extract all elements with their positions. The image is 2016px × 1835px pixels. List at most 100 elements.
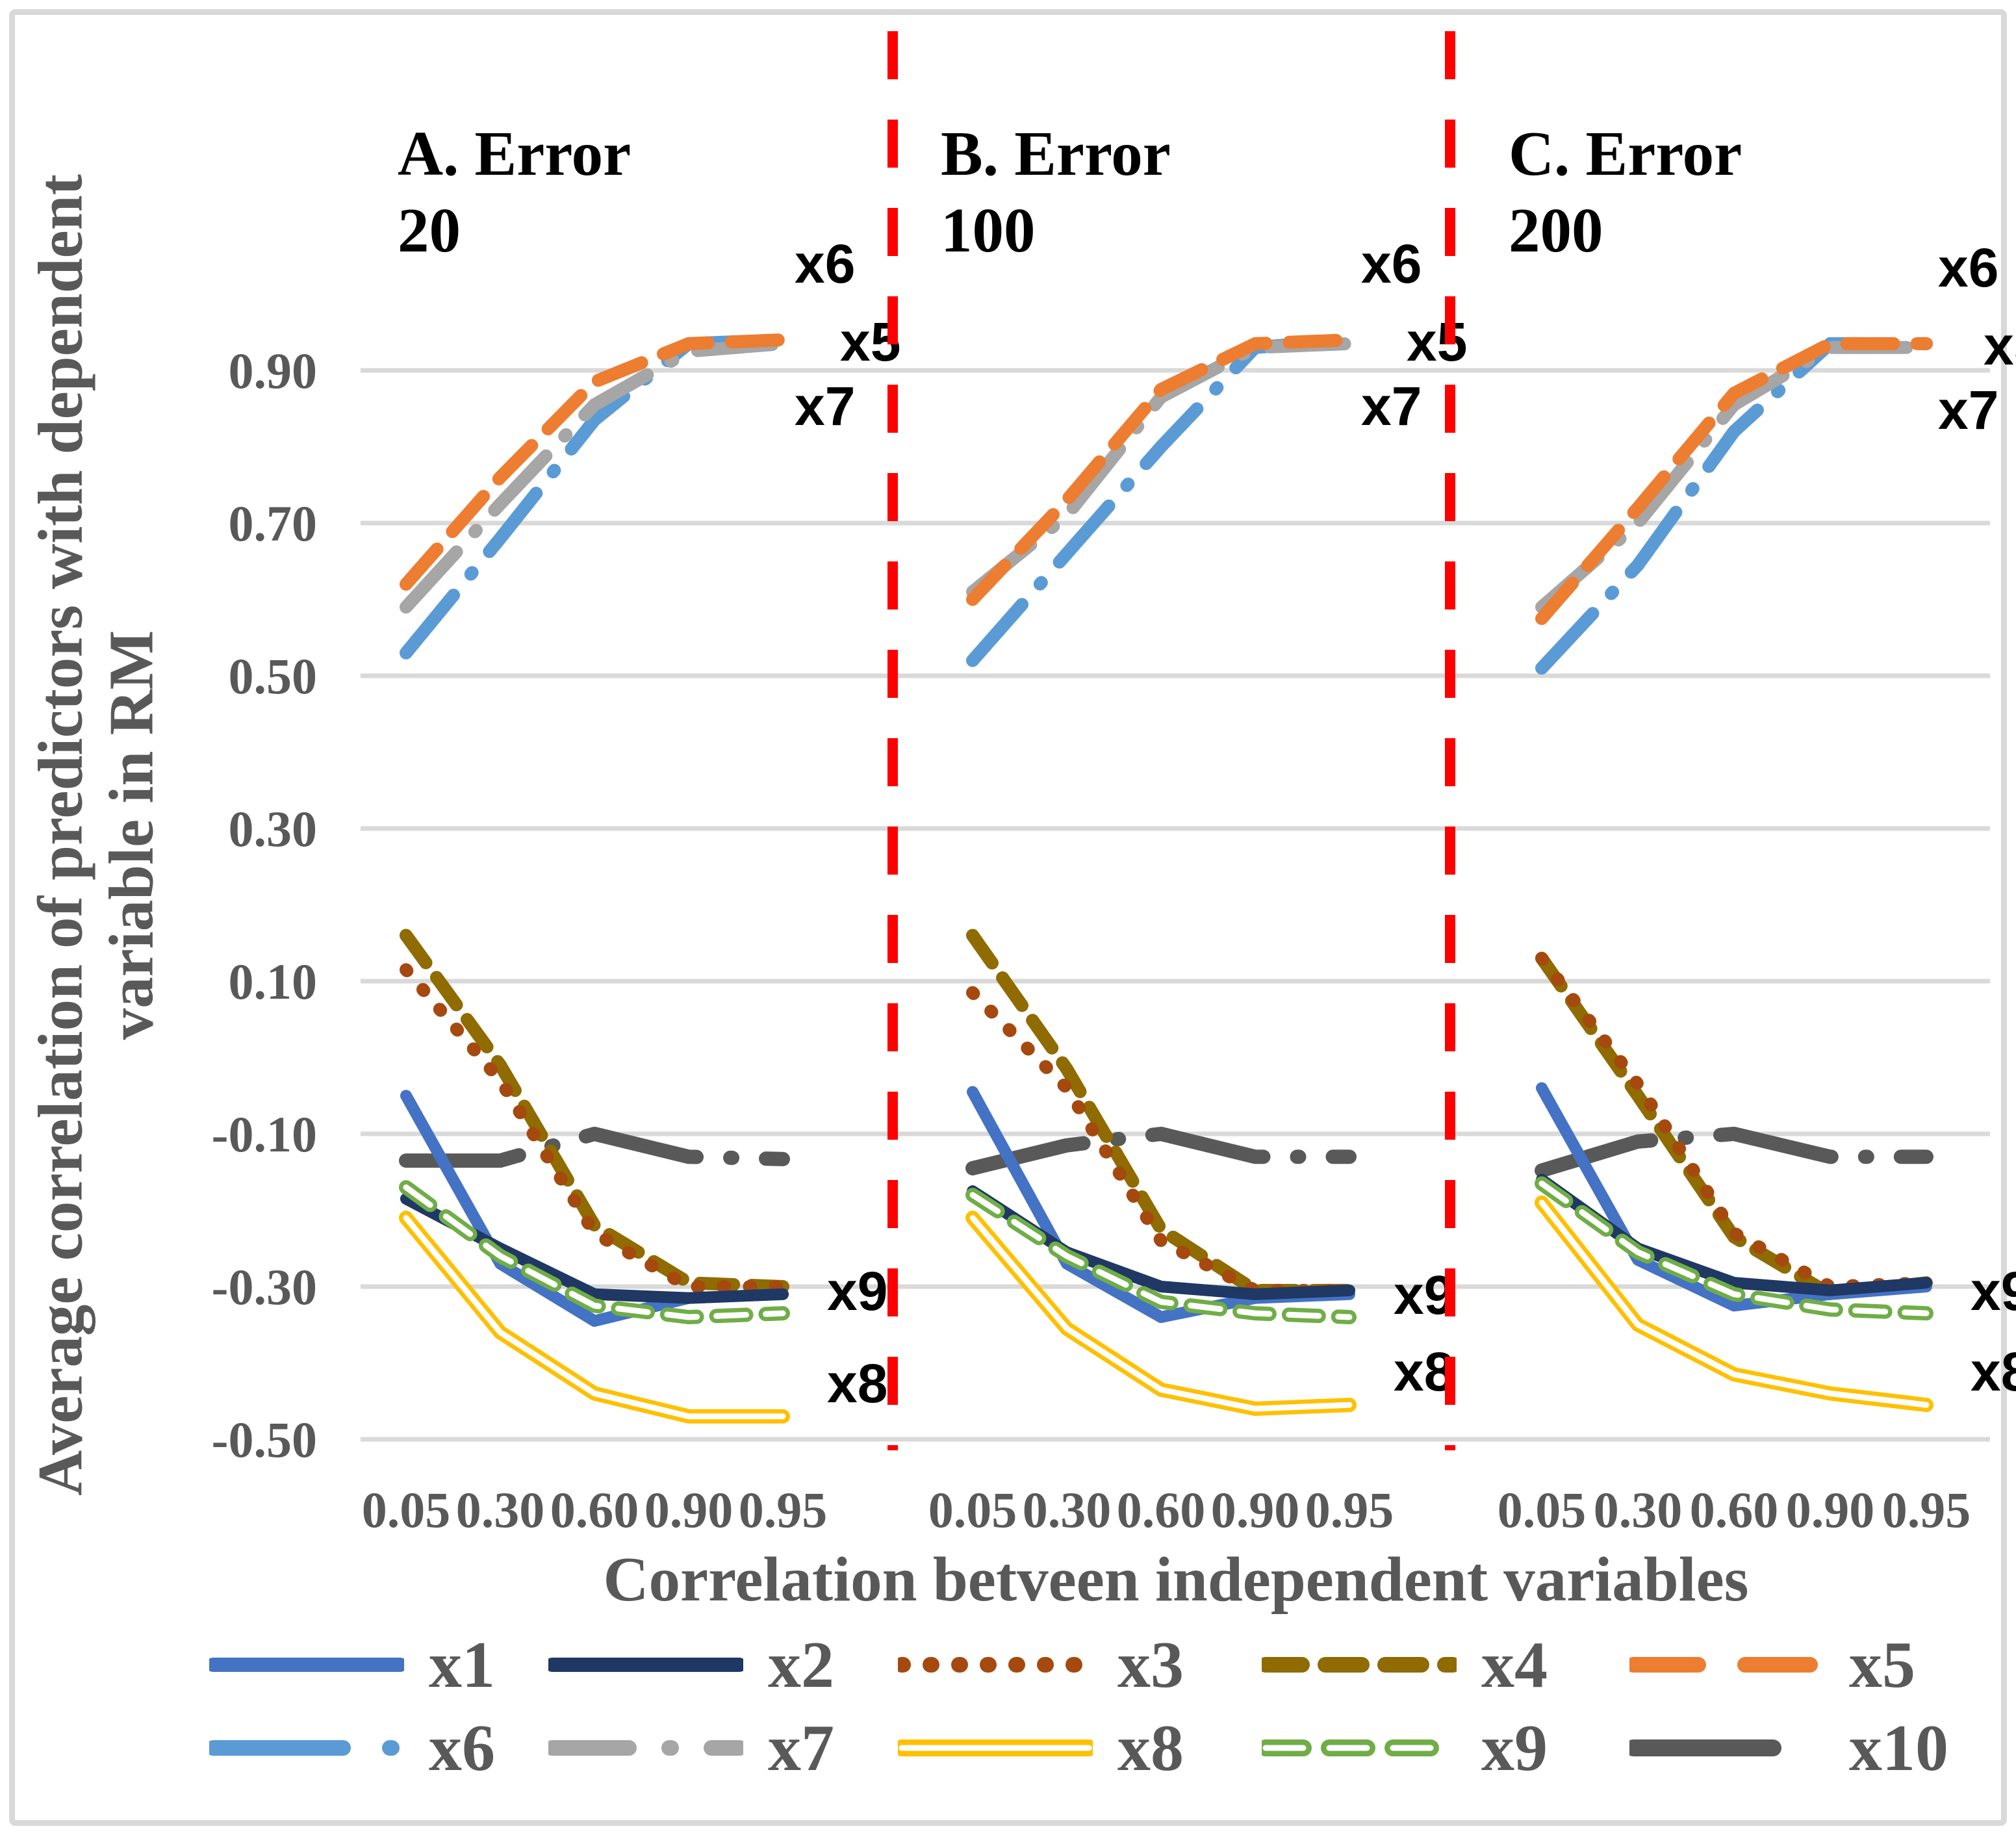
series-x9-core: [403, 1184, 786, 1320]
legend-swatch-x2-icon: [548, 1658, 743, 1672]
y-tick-label: 0.10: [229, 953, 318, 1010]
legend-row-1: x1 x2 x3 x4 x5: [209, 1623, 2002, 1706]
legend-label-x9: x9: [1481, 1711, 1548, 1785]
series-x5-panel-A: [400, 333, 789, 591]
legend-swatch-x5-icon: [1629, 1657, 1824, 1673]
x-tick-label-C: 0.30: [1594, 1482, 1683, 1538]
x-tick-label-C: 0.95: [1882, 1482, 1971, 1538]
annotation-x7-panel-B: x7: [1361, 376, 1422, 437]
series-x4-panel-C: [1535, 951, 1933, 1301]
x-axis-title: Correlation betveen independent variable…: [603, 1545, 1749, 1614]
series-x8-core: [403, 1214, 786, 1420]
legend-item-x5: x5: [1629, 1627, 1980, 1703]
series-x5-panel-C: [1535, 337, 1933, 625]
x-tick-label-C: 0.90: [1786, 1482, 1875, 1538]
y-tick-label: -0.50: [212, 1411, 317, 1468]
series-x10-panel-C: [1535, 1127, 1933, 1178]
legend-swatch-x1-icon: [209, 1658, 404, 1672]
panel-title-c-line2: 200: [1509, 196, 1603, 266]
annotation-x6-panel-B: x6: [1361, 233, 1422, 294]
panel-title-c-line1: C. Error: [1509, 119, 1742, 188]
x-tick-label-A: 0.90: [644, 1482, 734, 1538]
x-tick-label-A: 0.60: [550, 1482, 639, 1538]
annotation-x5-panel-C: x5: [1984, 315, 2016, 376]
annotation-x8-panel-A: x8: [827, 1353, 887, 1414]
y-tick-label: -0.30: [212, 1259, 317, 1315]
x-tick-label-C: 0.60: [1690, 1482, 1779, 1538]
series-x8-core: [1538, 1200, 1930, 1408]
x-tick-label-B: 0.95: [1305, 1482, 1394, 1538]
panel-title-a-line2: 20: [398, 196, 461, 266]
legend-row-2: x6 x7 x8 x9 x10: [209, 1706, 2002, 1790]
panel-title-b: B. Error 100: [941, 116, 1171, 270]
annotation-x6-panel-C: x6: [1938, 237, 1998, 298]
legend-item-x8: x8: [898, 1710, 1262, 1786]
annotation-x9-panel-A: x9: [827, 1261, 887, 1322]
annotation-x8-panel-C: x8: [1971, 1341, 2016, 1402]
series-x3-panel-B: [966, 986, 1356, 1297]
series-x10-panel-A: [399, 1127, 790, 1168]
legend-label-x3: x3: [1117, 1628, 1184, 1702]
series-x6-panel-A: [400, 333, 789, 660]
legend-swatch-x7-icon: [548, 1740, 743, 1756]
series-x5-panel-B: [966, 333, 1356, 606]
legend-label-x8: x8: [1117, 1711, 1184, 1785]
series-x10-panel-B: [965, 1127, 1357, 1175]
legend-label-x7: x7: [768, 1711, 834, 1785]
y-tick-label: 0.70: [229, 495, 318, 552]
annotation-x6-panel-A: x6: [795, 233, 855, 294]
legend-label-x6: x6: [429, 1711, 495, 1785]
annotation-x9-panel-B: x9: [1394, 1264, 1454, 1326]
y-tick-label: 0.90: [229, 342, 318, 399]
series-x7-panel-A: [400, 337, 789, 614]
legend-swatch-x3-icon: [898, 1657, 1093, 1673]
legend-item-x10: x10: [1629, 1710, 1980, 1786]
series-x9-core: [1538, 1180, 1930, 1316]
y-axis-title: Average correlation of predictors with d…: [25, 16, 166, 1654]
legend-item-x3: x3: [898, 1627, 1262, 1703]
legend-swatch-x6-icon: [209, 1740, 404, 1756]
x-tick-label-A: 0.30: [456, 1482, 545, 1538]
legend-swatch-x8-icon: [898, 1739, 1093, 1756]
legend-label-x1: x1: [429, 1628, 495, 1702]
legend-label-x4: x4: [1481, 1628, 1548, 1702]
legend: x1 x2 x3 x4 x5 x6 x7 x8 x9 x10: [209, 1623, 2002, 1790]
legend-item-x9: x9: [1262, 1710, 1629, 1786]
x-tick-label-A: 0.95: [739, 1482, 828, 1538]
y-tick-label: 0.30: [229, 801, 318, 857]
x-tick-label-B: 0.90: [1211, 1482, 1300, 1538]
y-tick-label: 0.50: [229, 648, 318, 704]
panel-title-c: C. Error 200: [1509, 116, 1742, 270]
panel-title-b-line1: B. Error: [941, 119, 1171, 188]
panel-title-a-line1: A. Error: [398, 119, 632, 188]
annotation-x7-panel-A: x7: [795, 376, 855, 437]
legend-item-x2: x2: [548, 1627, 898, 1703]
x-tick-label-B: 0.30: [1023, 1482, 1112, 1538]
series-x3-panel-C: [1535, 951, 1933, 1293]
y-tick-label: -0.10: [212, 1106, 317, 1162]
panel-title-b-line2: 100: [941, 196, 1036, 266]
y-axis-title-line2: variable in RM: [96, 630, 166, 1040]
y-axis-title-line1: Average correlation of predictors with d…: [25, 174, 96, 1496]
x-tick-label-C: 0.05: [1498, 1482, 1587, 1538]
legend-item-x7: x7: [548, 1710, 898, 1786]
legend-label-x5: x5: [1849, 1628, 1915, 1702]
series-x7-panel-B: [966, 337, 1356, 598]
annotation-x5-panel-B: x5: [1407, 311, 1467, 372]
series-x8-core: [969, 1214, 1353, 1412]
legend-swatch-x10-icon: [1629, 1739, 1824, 1756]
annotation-x7-panel-C: x7: [1938, 379, 1998, 441]
legend-item-x1: x1: [209, 1627, 548, 1703]
series-x3-panel-A: [400, 963, 789, 1293]
panel-title-a: A. Error 20: [398, 116, 631, 270]
annotation-x8-panel-B: x8: [1394, 1341, 1454, 1402]
x-tick-label-B: 0.60: [1117, 1482, 1206, 1538]
legend-swatch-x4-icon: [1262, 1657, 1457, 1673]
x-tick-label-B: 0.05: [928, 1482, 1017, 1538]
annotation-x9-panel-C: x9: [1971, 1261, 2016, 1322]
legend-label-x10: x10: [1849, 1711, 1948, 1785]
legend-swatch-x9-icon: [1262, 1739, 1457, 1756]
x-tick-label-A: 0.05: [362, 1482, 451, 1538]
